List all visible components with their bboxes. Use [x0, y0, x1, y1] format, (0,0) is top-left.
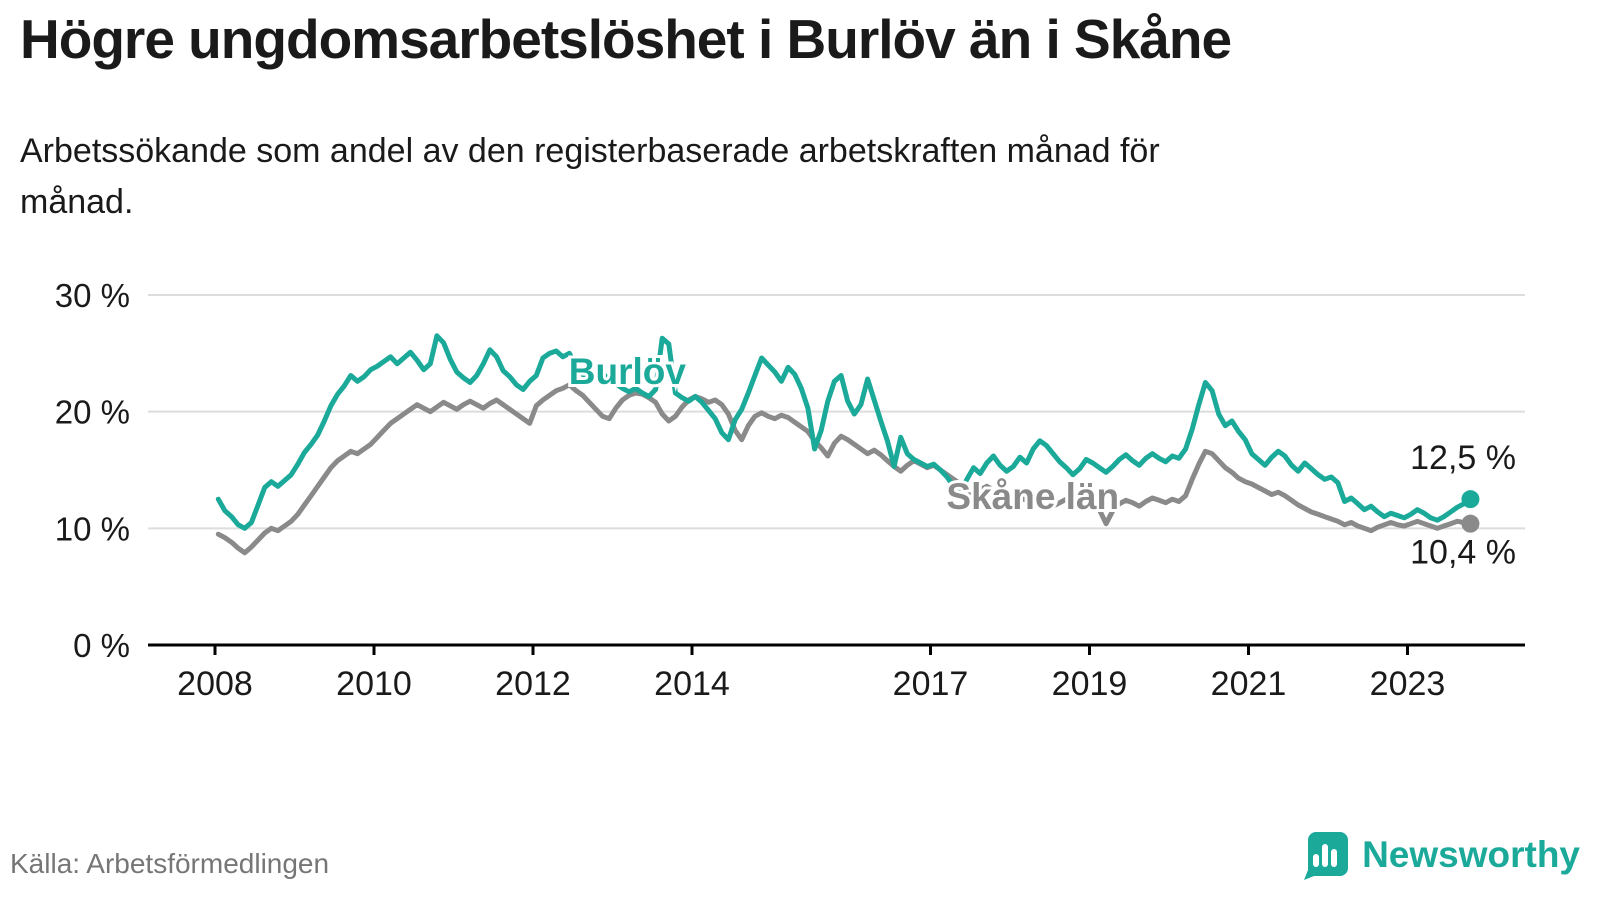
source-note: Källa: Arbetsförmedlingen — [10, 848, 330, 879]
x-tick-label: 2021 — [1211, 665, 1287, 703]
x-tick-label: 2010 — [336, 665, 412, 703]
x-tick-label: 2023 — [1370, 665, 1446, 703]
end-dot-burl-v — [1461, 490, 1480, 509]
x-tick-label: 2017 — [893, 665, 969, 703]
x-tick-label: 2019 — [1052, 665, 1128, 703]
end-dot-sk-ne-l-n — [1461, 514, 1480, 533]
y-tick-label: 30 % — [55, 277, 130, 314]
y-tick-label: 20 % — [55, 394, 130, 431]
brand-name: Newsworthy — [1362, 834, 1580, 875]
bar-chart-bubble-icon — [1304, 832, 1349, 880]
series-label-sk-ne-l-n: Skåne län — [946, 476, 1119, 517]
end-value-label-burl-v: 12,5 % — [1410, 439, 1516, 477]
x-tick-label: 2012 — [495, 665, 571, 703]
end-value-label-sk-ne-l-n: 10,4 % — [1410, 534, 1516, 572]
chart-subtitle: Arbetssökande som andel av den registerb… — [20, 132, 1160, 221]
brand-lockup: Newsworthy — [1300, 830, 1580, 880]
series-line-burl-v — [215, 333, 1473, 531]
series-label-burl-v: Burlöv — [569, 351, 687, 392]
page-title: Högre ungdomsarbetslöshet i Burlöv än i … — [20, 8, 1232, 70]
x-tick-label: 2014 — [654, 665, 730, 703]
x-tick-label: 2008 — [177, 665, 253, 703]
y-tick-label: 10 % — [55, 510, 130, 547]
y-tick-label: 0 % — [73, 627, 130, 664]
series-line-sk-ne-l-n — [215, 382, 1473, 556]
